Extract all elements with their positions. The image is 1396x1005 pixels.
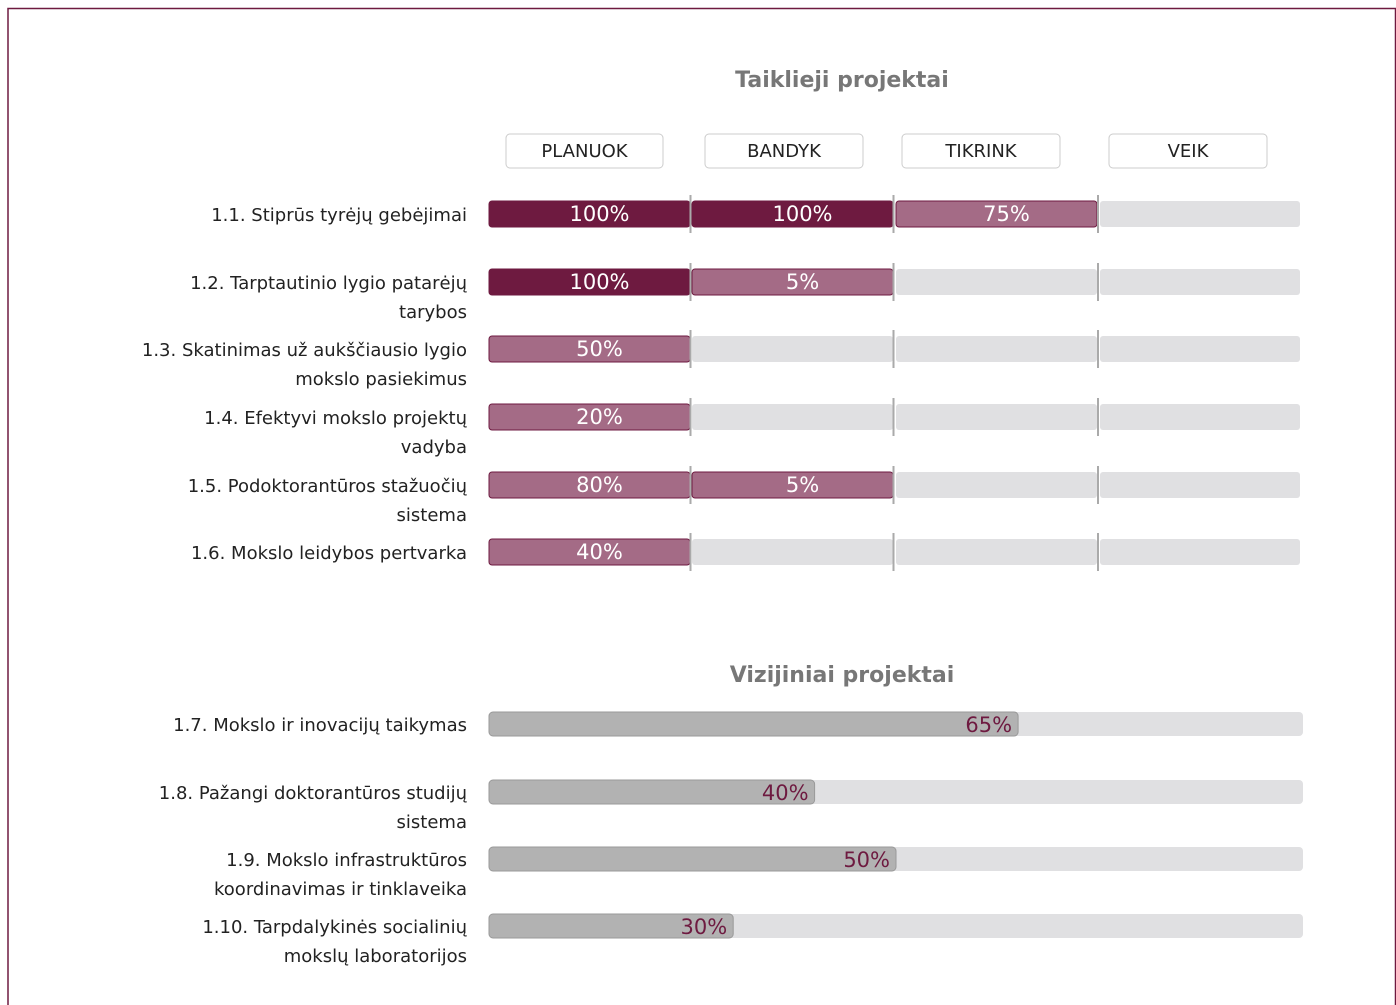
progress-bar bbox=[488, 711, 1019, 737]
track bbox=[896, 336, 1097, 362]
row-label: mokslų laboratorijos bbox=[284, 946, 467, 967]
row-label: koordinavimas ir tinklaveika bbox=[214, 879, 467, 900]
stage-button bbox=[704, 133, 864, 169]
stage-button bbox=[505, 133, 664, 169]
row-label: 1.5. Podoktorantūros stažuočių bbox=[188, 476, 468, 497]
track bbox=[1100, 472, 1300, 498]
bar-label: 5% bbox=[786, 473, 819, 497]
row-label: 1.8. Pažangi doktorantūros studijų bbox=[159, 783, 468, 804]
bar-label: 65% bbox=[965, 713, 1012, 737]
stage-button bbox=[1108, 133, 1268, 169]
section-title: Taiklieji projektai bbox=[735, 68, 949, 93]
track bbox=[692, 336, 893, 362]
bar-label: 20% bbox=[576, 405, 623, 429]
row-label: 1.7. Mokslo ir inovacijų taikymas bbox=[173, 715, 467, 736]
row-label: sistema bbox=[397, 505, 467, 526]
bar-label: 100% bbox=[569, 270, 629, 294]
track bbox=[1100, 336, 1300, 362]
row-label: vadyba bbox=[401, 437, 467, 458]
row-label: 1.9. Mokslo infrastruktūros bbox=[226, 850, 467, 871]
track bbox=[692, 404, 893, 430]
row-label: 1.2. Tarptautinio lygio patarėjų bbox=[190, 273, 467, 294]
bar-label: 80% bbox=[576, 473, 623, 497]
bar-label: 50% bbox=[576, 337, 623, 361]
stage-label: VEIK bbox=[1168, 141, 1210, 162]
section-title: Vizijiniai projektai bbox=[730, 663, 955, 688]
bar-label: 100% bbox=[569, 202, 629, 226]
progress-bar bbox=[488, 846, 897, 872]
bar-label: 40% bbox=[576, 540, 623, 564]
stage-button bbox=[901, 133, 1061, 169]
track bbox=[896, 539, 1097, 565]
bar-label: 50% bbox=[843, 848, 890, 872]
track bbox=[1100, 539, 1300, 565]
bar-label: 30% bbox=[681, 915, 728, 939]
progress-bar bbox=[488, 779, 816, 805]
bar-label: 75% bbox=[983, 202, 1030, 226]
track bbox=[896, 404, 1097, 430]
stage-label: PLANUOK bbox=[541, 141, 628, 162]
row-label: 1.6. Mokslo leidybos pertvarka bbox=[191, 543, 467, 564]
track bbox=[896, 472, 1097, 498]
progress-bar bbox=[488, 913, 734, 939]
stage-label: TIKRINK bbox=[944, 141, 1017, 162]
row-label: 1.4. Efektyvi mokslo projektų bbox=[204, 408, 467, 429]
row-label: sistema bbox=[397, 812, 467, 833]
bar-label: 5% bbox=[786, 270, 819, 294]
track bbox=[1100, 404, 1300, 430]
bar-label: 40% bbox=[762, 781, 809, 805]
bar-label: 100% bbox=[772, 202, 832, 226]
row-label: 1.1. Stiprūs tyrėjų gebėjimai bbox=[211, 205, 467, 226]
track bbox=[896, 269, 1097, 295]
row-label: mokslo pasiekimus bbox=[295, 369, 467, 390]
row-label: tarybos bbox=[399, 302, 467, 323]
track bbox=[1100, 269, 1300, 295]
track bbox=[1100, 201, 1300, 227]
row-label: 1.10. Tarpdalykinės socialinių bbox=[202, 917, 467, 938]
row-label: 1.3. Skatinimas už aukščiausio lygio bbox=[142, 340, 467, 361]
track bbox=[692, 539, 893, 565]
stage-label: BANDYK bbox=[747, 141, 822, 162]
